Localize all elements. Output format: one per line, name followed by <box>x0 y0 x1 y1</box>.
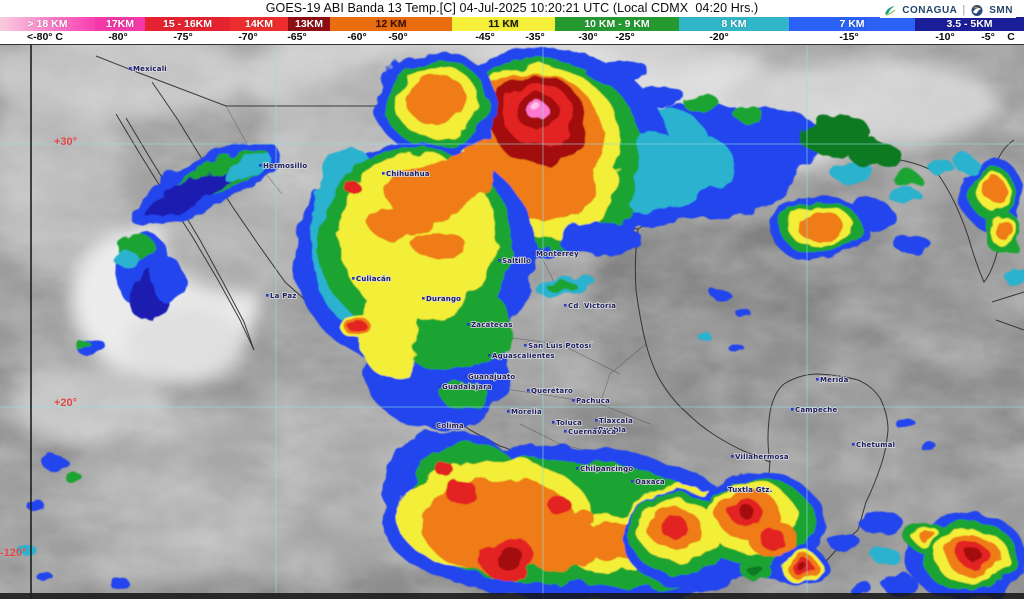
city-label: Tlaxcala <box>599 417 633 425</box>
legend-temp-tick: -15° <box>839 31 859 43</box>
city-label: San Luis Potosí <box>528 342 592 350</box>
smn-logo: SMN <box>989 4 1013 16</box>
logo-divider: | <box>962 4 966 16</box>
city-label: Hermosillo <box>263 162 307 170</box>
legend-band: 3.5 - 5KM <box>915 17 1024 31</box>
legend-temp-tick: -10° <box>935 31 955 43</box>
legend-temp-tick: -50° <box>388 31 408 43</box>
legend-band: 17KM <box>95 17 145 31</box>
city-label: Zacatecas <box>471 321 513 329</box>
city-label: Chetumal <box>856 441 895 449</box>
city-label: Culiacán <box>356 275 391 283</box>
city-label: Guadalajara <box>442 383 492 391</box>
legend-band: 15 - 16KM <box>145 17 230 31</box>
graticule <box>0 44 1024 599</box>
legend-temperature-row: <-80° C -80° -75° -70° -65° -60° -50° -45° -35° -… <box>0 31 1024 44</box>
legend-temp-tick: -60° <box>347 31 367 43</box>
legend-band: > 18 KM <box>0 17 95 31</box>
map-svg: +30° +20° -120° Mexicali Hermosillo Chihuahua… <box>0 44 1024 599</box>
conagua-logo: CONAGUA <box>902 4 958 16</box>
legend-temp-tick: -75° <box>173 31 193 43</box>
city-label: Chilpancingo <box>580 465 633 473</box>
legend-band: 14KM <box>230 17 288 31</box>
city-label: Saltillo <box>502 257 531 265</box>
city-label: Pachuca <box>576 397 610 405</box>
legend-band: 7 KM <box>789 17 915 31</box>
legend-altitude-row: > 18 KM 17KM 15 - 16KM 14KM 13KM 12 KM 11 KM 10… <box>0 17 1024 31</box>
city-label: Durango <box>426 295 461 303</box>
legend-temp-tick: -25° <box>615 31 635 43</box>
legend-temp-tick: -35° <box>525 31 545 43</box>
city-label: La Paz <box>270 292 297 300</box>
legend-band: 8 KM <box>679 17 789 31</box>
city-labels: Mexicali Hermosillo Chihuahua Culiacán Duran… <box>129 64 896 495</box>
legend-band: 13KM <box>288 17 330 31</box>
legend-temp-tick: <-80° C <box>26 31 64 43</box>
city-label: Toluca <box>556 419 582 427</box>
city-label: Campeche <box>795 406 837 414</box>
legend-band: 10 KM - 9 KM <box>555 17 679 31</box>
satellite-map: +30° +20° -120° Mexicali Hermosillo Chihuahua… <box>0 44 1024 599</box>
city-label: Cd. Victoria <box>568 302 616 310</box>
app-title: GOES-19 ABI Banda 13 Temp.[C] 04-Jul-202… <box>265 1 759 15</box>
map-bottom-edge <box>0 593 1024 599</box>
city-label: Querétaro <box>531 387 573 395</box>
city-label: Monterrey <box>536 250 579 258</box>
convection-cells <box>16 48 1024 599</box>
legend-band: 11 KM <box>452 17 555 31</box>
city-label: Tuxtla Gtz. <box>728 486 772 494</box>
agency-logos: CONAGUA | SMN <box>880 2 1016 18</box>
conagua-icon <box>885 5 896 16</box>
city-label: Villahermosa <box>735 453 789 461</box>
city-label: Guanajuato <box>468 373 515 381</box>
city-label: Chihuahua <box>386 170 430 178</box>
city-label: Oaxaca <box>635 478 665 486</box>
legend-temp-tick: -20° <box>709 31 729 43</box>
coordinate-label: -120° <box>0 547 26 559</box>
legend-temp-tick: C <box>1007 31 1015 43</box>
legend-temp-tick: -5° <box>981 31 995 43</box>
smn-icon <box>971 4 983 16</box>
title-bar: GOES-19 ABI Banda 13 Temp.[C] 04-Jul-202… <box>0 0 1024 18</box>
legend-temp-tick: -45° <box>475 31 495 43</box>
legend-temp-tick: -70° <box>238 31 258 43</box>
coordinate-label: +20° <box>54 397 77 409</box>
city-label: Cuernavaca <box>568 428 616 436</box>
city-label: Aguascalientes <box>492 352 555 360</box>
legend-band: 12 KM <box>330 17 452 31</box>
coordinate-label: +30° <box>54 136 77 148</box>
city-label: Morelia <box>511 408 542 416</box>
city-label: Puebla <box>598 426 626 434</box>
city-label: Mérida <box>820 376 849 384</box>
legend-temp-tick: -80° <box>108 31 128 43</box>
legend-temp-tick: -30° <box>578 31 598 43</box>
legend-temp-tick: -65° <box>287 31 307 43</box>
city-label: Colima <box>436 422 464 430</box>
city-label: Mexicali <box>133 65 167 73</box>
